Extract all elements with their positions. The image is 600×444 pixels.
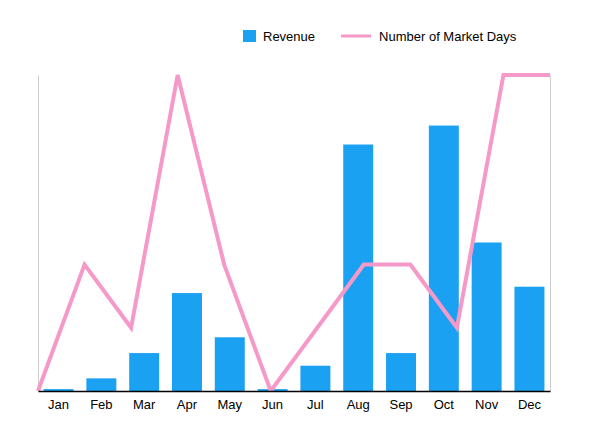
tick-label: Jan <box>48 397 69 412</box>
tick-label: Jun <box>262 397 283 412</box>
legend-key <box>243 30 256 42</box>
bar <box>343 145 373 391</box>
legend-key <box>341 35 371 38</box>
tick: May <box>218 391 243 412</box>
y-axis <box>38 76 39 392</box>
tick-label: Feb <box>90 397 112 412</box>
bar <box>300 366 330 391</box>
legend-label: Revenue <box>263 29 315 44</box>
axis-line <box>39 391 551 393</box>
line <box>38 75 550 391</box>
tick-label: Mar <box>133 397 156 412</box>
tick-label: Oct <box>434 397 455 412</box>
bar <box>86 378 116 391</box>
tick: Jun <box>262 391 283 412</box>
tick-label: Dec <box>518 397 542 412</box>
x-axis: Jan Feb Mar Apr May Jun Jul Aug Sep Oct Nov Dec <box>39 391 551 412</box>
bar <box>429 126 459 391</box>
tick-label: Sep <box>389 397 412 412</box>
bar <box>129 353 159 391</box>
tick-label: Aug <box>347 397 370 412</box>
tick-label: Jul <box>307 397 324 412</box>
tick: Jan <box>48 391 69 412</box>
bar <box>44 389 74 391</box>
legend: Revenue Number of Market Days <box>243 29 517 44</box>
bar <box>472 242 502 391</box>
axis-line <box>550 76 551 392</box>
tick: Feb <box>90 391 112 412</box>
tick-label: May <box>218 397 243 412</box>
y2-axis <box>550 76 551 392</box>
tick: Oct <box>434 391 455 412</box>
axis-line <box>38 76 39 392</box>
legend-label: Number of Market Days <box>379 29 517 44</box>
plot-area <box>38 75 550 391</box>
chart: Jan Feb Mar Apr May Jun Jul Aug Sep Oct Nov Dec Reve… <box>0 0 600 444</box>
bar <box>215 337 245 391</box>
tick: Nov <box>475 391 499 412</box>
bar <box>514 287 544 391</box>
bar <box>172 293 202 391</box>
legend-item: Revenue <box>243 29 315 44</box>
bar <box>386 353 416 391</box>
legend-item: Number of Market Days <box>341 29 517 44</box>
tick: Aug <box>347 391 370 412</box>
tick: Jul <box>307 391 324 412</box>
tick-label: Nov <box>475 397 499 412</box>
tick: Sep <box>389 391 412 412</box>
tick-label: Apr <box>177 397 198 412</box>
tick: Mar <box>133 391 156 412</box>
tick: Apr <box>177 391 198 412</box>
tick: Dec <box>518 391 542 412</box>
